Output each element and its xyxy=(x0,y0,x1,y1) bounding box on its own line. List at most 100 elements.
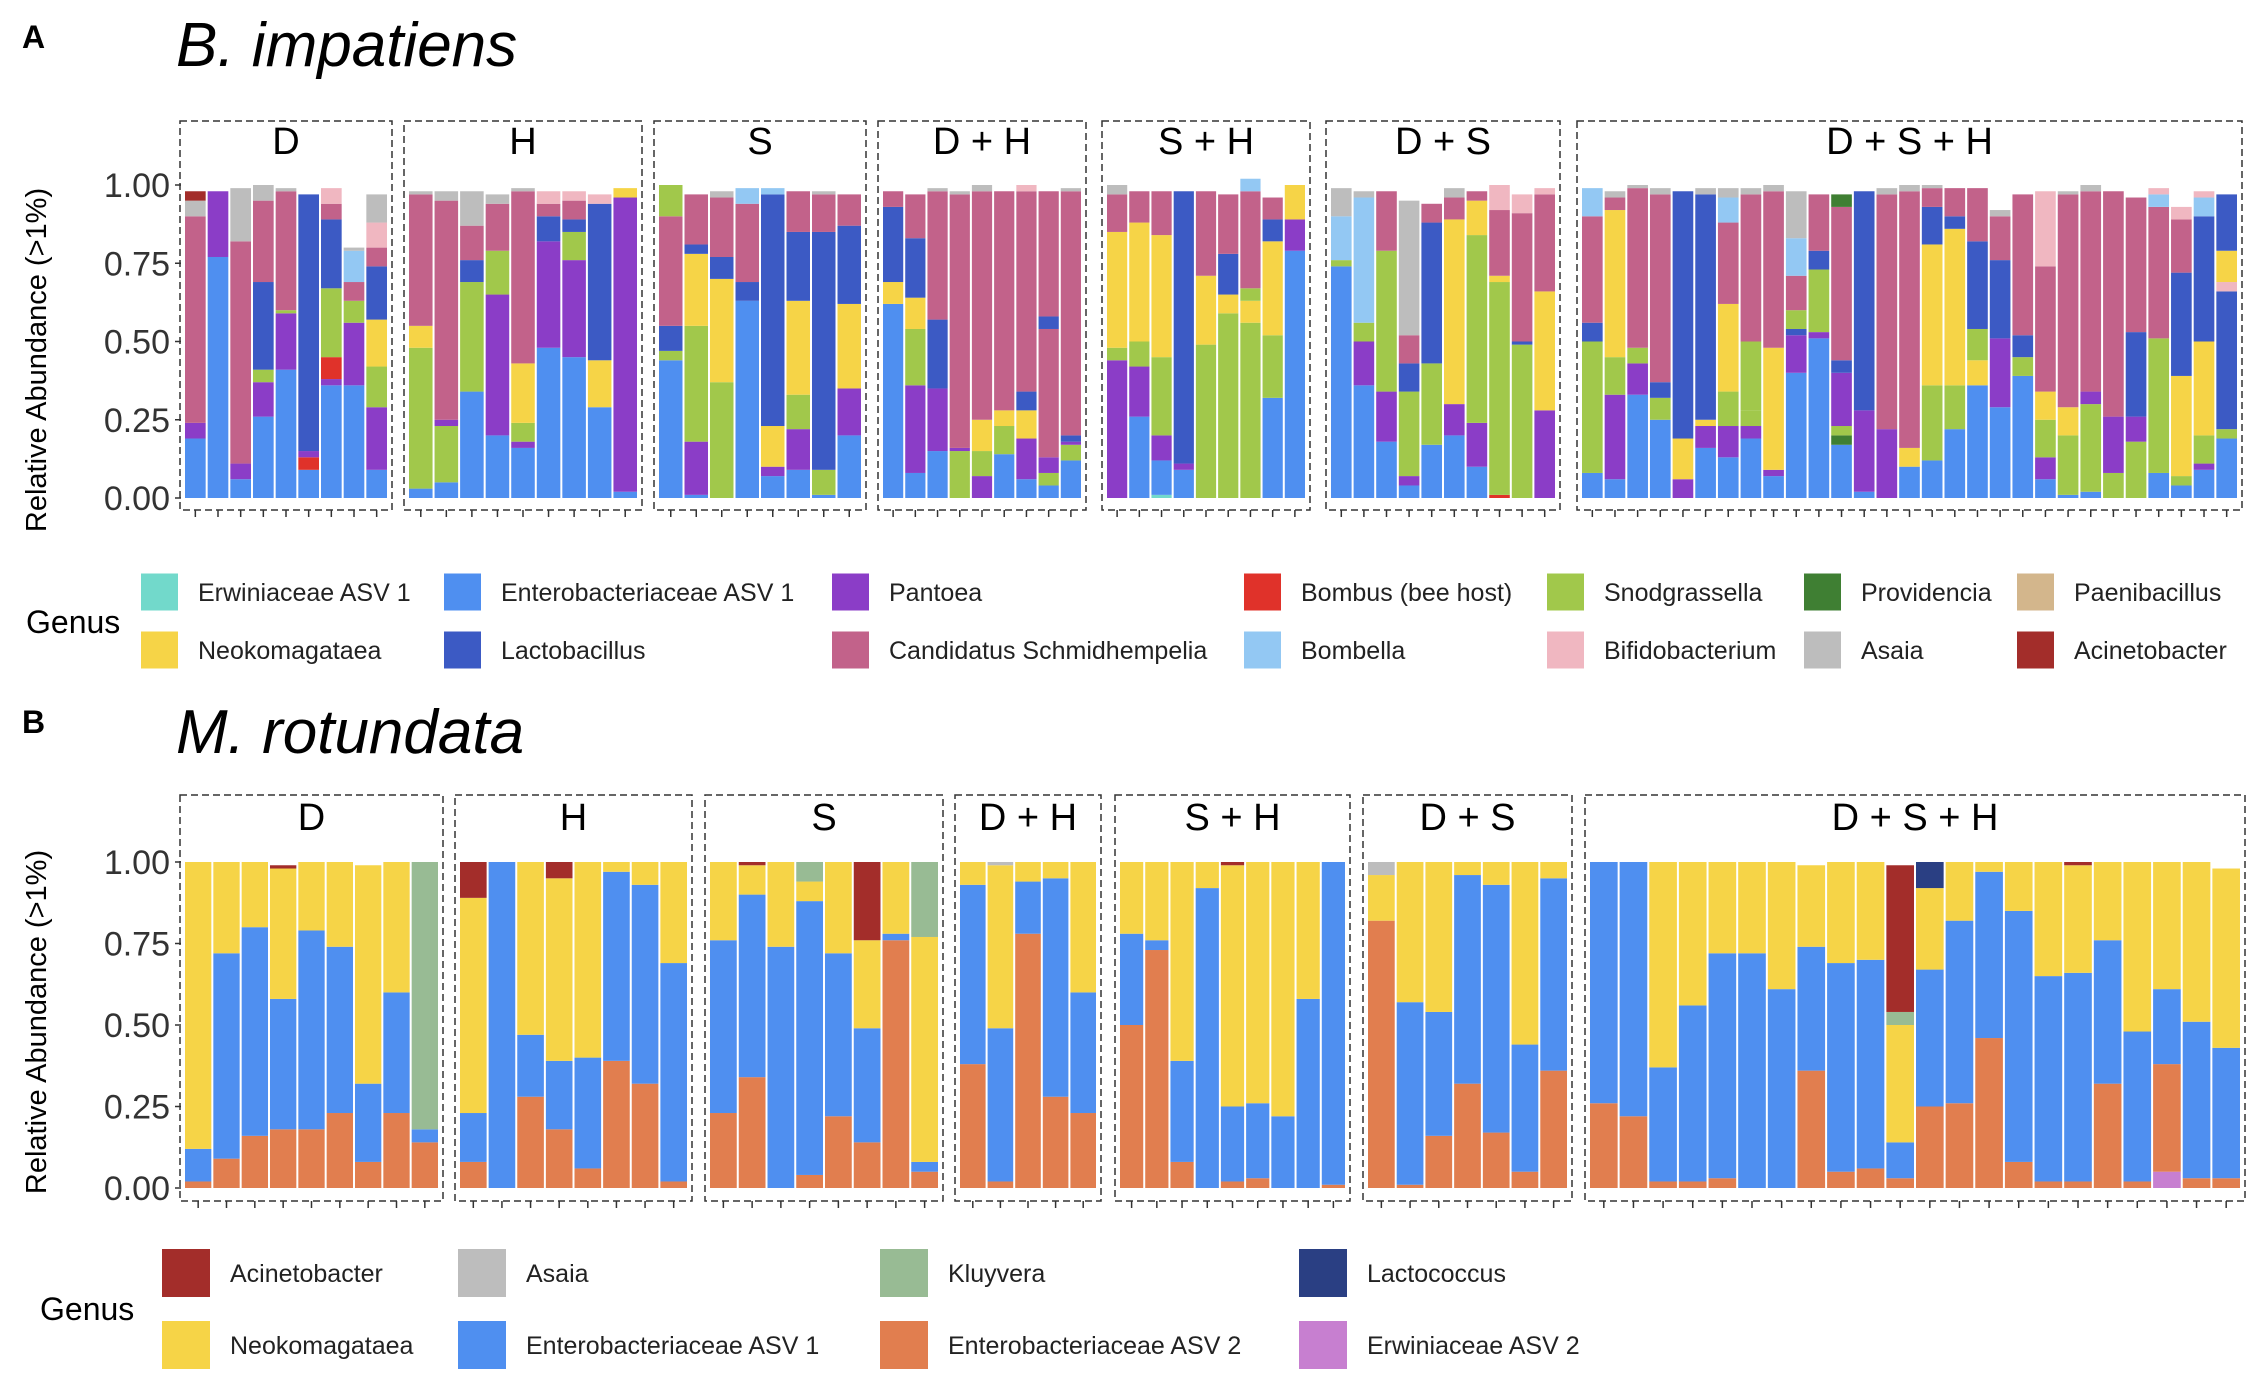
y-tick-label: 0.50 xyxy=(104,1007,170,1045)
bar-segment-neokomagataea xyxy=(684,253,708,326)
bar-segment-asaia xyxy=(1353,191,1375,198)
sample-bar xyxy=(1708,862,1737,1188)
sample-bar xyxy=(1145,862,1169,1188)
bar-segment-bifidobacterium xyxy=(2171,206,2192,220)
sample-bar xyxy=(536,191,561,498)
bar-segment-candidatus-schmidhempelia xyxy=(1740,194,1762,342)
bar-segment-snodgrassella xyxy=(786,394,810,430)
bar-segment-neokomagataea xyxy=(298,862,325,931)
bar-segment-neokomagataea xyxy=(603,862,630,872)
bar-segment-neokomagataea xyxy=(1195,862,1219,889)
bar-segment-neokomagataea xyxy=(971,419,993,452)
bar-segment-enterobacteriaceae-asv-2 xyxy=(1619,1116,1648,1188)
bar-segment-snodgrassella xyxy=(949,451,970,498)
bar-segment-snodgrassella xyxy=(485,250,510,295)
bar-segment-snodgrassella xyxy=(710,382,734,498)
bar-segment-pantoea xyxy=(1284,219,1305,251)
bar-segment-enterobacteriaceae-asv-1 xyxy=(1740,438,1762,498)
bar-segment-enterobacteriaceae-asv-2 xyxy=(185,1181,212,1188)
y-tick-label: 0.75 xyxy=(104,245,170,283)
sample-bar xyxy=(1425,862,1453,1188)
bar-segment-candidatus-schmidhempelia xyxy=(994,191,1015,411)
sample-bar xyxy=(1511,862,1539,1188)
bar-segment-neokomagataea xyxy=(1967,360,1988,386)
bar-segment-kluyvera xyxy=(796,862,823,882)
bar-segment-neokomagataea xyxy=(2212,868,2240,1048)
bar-segment-neokomagataea xyxy=(882,862,910,934)
bar-segment-enterobacteriaceae-asv-1 xyxy=(383,992,410,1114)
sample-bar xyxy=(1989,210,2011,498)
sample-bar xyxy=(1511,194,1533,498)
legend-item-enterobacteriaceae-asv-1: Enterobacteriaceae ASV 1 xyxy=(444,573,794,611)
bar-segment-enterobacteriaceae-asv-2 xyxy=(1856,1168,1885,1188)
bar-segment-pantoea xyxy=(2103,416,2124,473)
bar-segment-snodgrassella xyxy=(2035,419,2056,458)
bar-segment-asaia xyxy=(1989,210,2011,217)
bar-segment-snodgrassella xyxy=(1129,341,1150,367)
facet-strip-label: D + H xyxy=(979,797,1077,839)
bar-segment-enterobacteriaceae-asv-1 xyxy=(1827,963,1855,1172)
bar-segment-pantoea xyxy=(1173,463,1194,470)
bar-segment-neokomagataea xyxy=(1444,219,1465,405)
bar-segment-pantoea xyxy=(298,451,319,458)
legend-item-kluyvera: Kluyvera xyxy=(880,1249,1045,1297)
bar-segment-pantoea xyxy=(613,197,637,492)
bar-segment-enterobacteriaceae-asv-2 xyxy=(987,1181,1014,1188)
bar-segment-lactobacillus xyxy=(1944,216,1966,229)
bar-segment-enterobacteriaceae-asv-1 xyxy=(1129,416,1150,498)
bar-segment-enterobacteriaceae-asv-2 xyxy=(1170,1161,1194,1188)
bar-segment-asaia xyxy=(460,191,484,226)
bar-segment-enterobacteriaceae-asv-1 xyxy=(1284,250,1305,498)
bar-segment-asaia xyxy=(987,862,1014,866)
bar-segment-enterobacteriaceae-asv-2 xyxy=(1396,1184,1424,1188)
bar-segment-snodgrassella xyxy=(1511,344,1533,498)
bar-segment-lactobacillus xyxy=(1989,260,2011,339)
sample-bar xyxy=(1916,862,1944,1188)
legend-label: Bifidobacterium xyxy=(1604,637,1776,665)
sample-bar xyxy=(1590,862,1618,1188)
bar-segment-enterobacteriaceae-asv-1 xyxy=(2093,940,2122,1084)
bar-segment-asaia xyxy=(1368,862,1395,876)
bar-segment-enterobacteriaceae-asv-1 xyxy=(185,1148,212,1182)
facet-d-s-h: D + S + H xyxy=(1584,794,2246,1208)
bar-segment-bifidobacterium xyxy=(1016,185,1037,192)
bar-segment-candidatus-schmidhempelia xyxy=(511,191,535,364)
bar-segment-enterobacteriaceae-asv-2 xyxy=(738,1077,766,1188)
bar-segment-enterobacteriaceae-asv-1 xyxy=(587,407,612,498)
bar-segment-candidatus-schmidhempelia xyxy=(1444,197,1465,220)
bar-segment-neokomagataea xyxy=(1944,228,1966,386)
sample-bar xyxy=(2093,862,2122,1188)
bar-segment-enterobacteriaceae-asv-1 xyxy=(1353,385,1375,498)
sample-bar xyxy=(1331,188,1352,498)
bar-segment-lactobacillus xyxy=(2171,272,2192,376)
bar-segment-pantoea xyxy=(1107,360,1128,498)
sample-bar xyxy=(2012,194,2034,498)
bar-segment-asaia xyxy=(1921,185,1943,189)
bar-segment-neokomagataea xyxy=(355,865,382,1084)
bar-segment-enterobacteriaceae-asv-2 xyxy=(213,1158,240,1188)
bar-segment-candidatus-schmidhempelia xyxy=(536,203,561,217)
sample-bar xyxy=(1649,188,1671,498)
bar-segment-bombella xyxy=(343,250,365,283)
bar-segment-acinetobacter xyxy=(270,865,297,869)
bar-segment-enterobacteriaceae-asv-1 xyxy=(460,1113,487,1162)
bar-segment-bombella xyxy=(735,188,759,204)
bar-segment-candidatus-schmidhempelia xyxy=(1195,191,1217,276)
bar-segment-pantoea xyxy=(1740,426,1762,439)
legend-item-erwiniaceae-asv-1: Erwiniaceae ASV 1 xyxy=(141,573,411,611)
bar-segment-erwiniaceae-asv-2 xyxy=(2153,1171,2181,1188)
bar-segment-candidatus-schmidhempelia xyxy=(2171,219,2192,273)
bar-segment-enterobacteriaceae-asv-2 xyxy=(1321,1184,1345,1188)
bar-segment-neokomagataea xyxy=(1827,862,1855,964)
bar-segment-candidatus-schmidhempelia xyxy=(905,194,926,239)
sample-bar xyxy=(631,862,659,1188)
bar-segment-neokomagataea xyxy=(2035,391,2056,420)
bar-segment-candidatus-schmidhempelia xyxy=(1944,188,1966,217)
bar-segment-neokomagataea xyxy=(987,865,1014,1029)
sample-bar xyxy=(1218,194,1239,498)
sample-bar xyxy=(1785,191,1807,498)
bar-segment-enterobacteriaceae-asv-1 xyxy=(1038,485,1059,498)
legend-item-acinetobacter: Acinetobacter xyxy=(2017,631,2227,669)
bar-segment-snodgrassella xyxy=(2080,404,2102,492)
y-tick-label: 0.00 xyxy=(104,480,170,518)
